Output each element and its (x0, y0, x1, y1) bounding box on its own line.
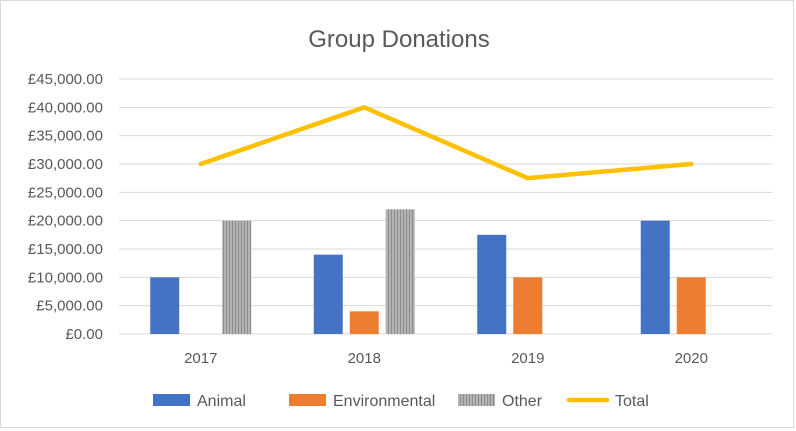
bar-environmental-2018 (349, 311, 379, 334)
legend-label: Animal (197, 393, 246, 410)
y-tick-label: £20,000.00 (28, 213, 103, 230)
y-tick-label: £30,000.00 (28, 156, 103, 173)
bar-other-2018 (385, 209, 415, 334)
legend-item-other: Other (458, 393, 543, 410)
x-tick-label: 2018 (348, 350, 381, 367)
bar-other-2017 (222, 220, 252, 334)
y-tick-label: £40,000.00 (28, 99, 103, 116)
bar-animal-2020 (640, 220, 670, 334)
y-axis-tick-labels: £0.00 £5,000.00 £10,000.00 £15,000.00 £20,00… (28, 71, 103, 343)
x-axis-tick-labels: 2017 2018 2019 2020 (184, 350, 708, 367)
bars (150, 209, 706, 334)
gridlines (119, 78, 773, 335)
bar-animal-2018 (313, 254, 343, 334)
x-tick-label: 2019 (511, 350, 544, 367)
x-tick-label: 2017 (184, 350, 217, 367)
y-tick-label: £25,000.00 (28, 184, 103, 201)
legend: Animal Environmental Other Total (153, 393, 649, 410)
total-line-layer (198, 105, 694, 181)
y-tick-label: £45,000.00 (28, 71, 103, 88)
y-tick-label: £35,000.00 (28, 128, 103, 145)
legend-item-animal: Animal (153, 393, 246, 410)
legend-swatch (458, 394, 495, 406)
legend-label: Total (615, 393, 649, 410)
legend-swatch (153, 394, 190, 406)
y-tick-label: £10,000.00 (28, 269, 103, 286)
legend-label: Other (502, 393, 543, 410)
legend-item-total: Total (566, 393, 649, 410)
chart-title: Group Donations (308, 26, 489, 53)
total-line (198, 105, 694, 181)
legend-item-environmental: Environmental (289, 393, 435, 410)
y-tick-label: £0.00 (65, 326, 103, 343)
bar-environmental-2020 (676, 277, 706, 334)
legend-label: Environmental (333, 393, 435, 410)
y-tick-label: £15,000.00 (28, 241, 103, 258)
y-tick-label: £5,000.00 (36, 298, 103, 315)
x-tick-label: 2020 (675, 350, 708, 367)
bar-animal-2017 (150, 277, 180, 334)
legend-swatch (289, 394, 326, 406)
bar-environmental-2019 (513, 277, 543, 334)
bar-animal-2019 (477, 234, 507, 334)
